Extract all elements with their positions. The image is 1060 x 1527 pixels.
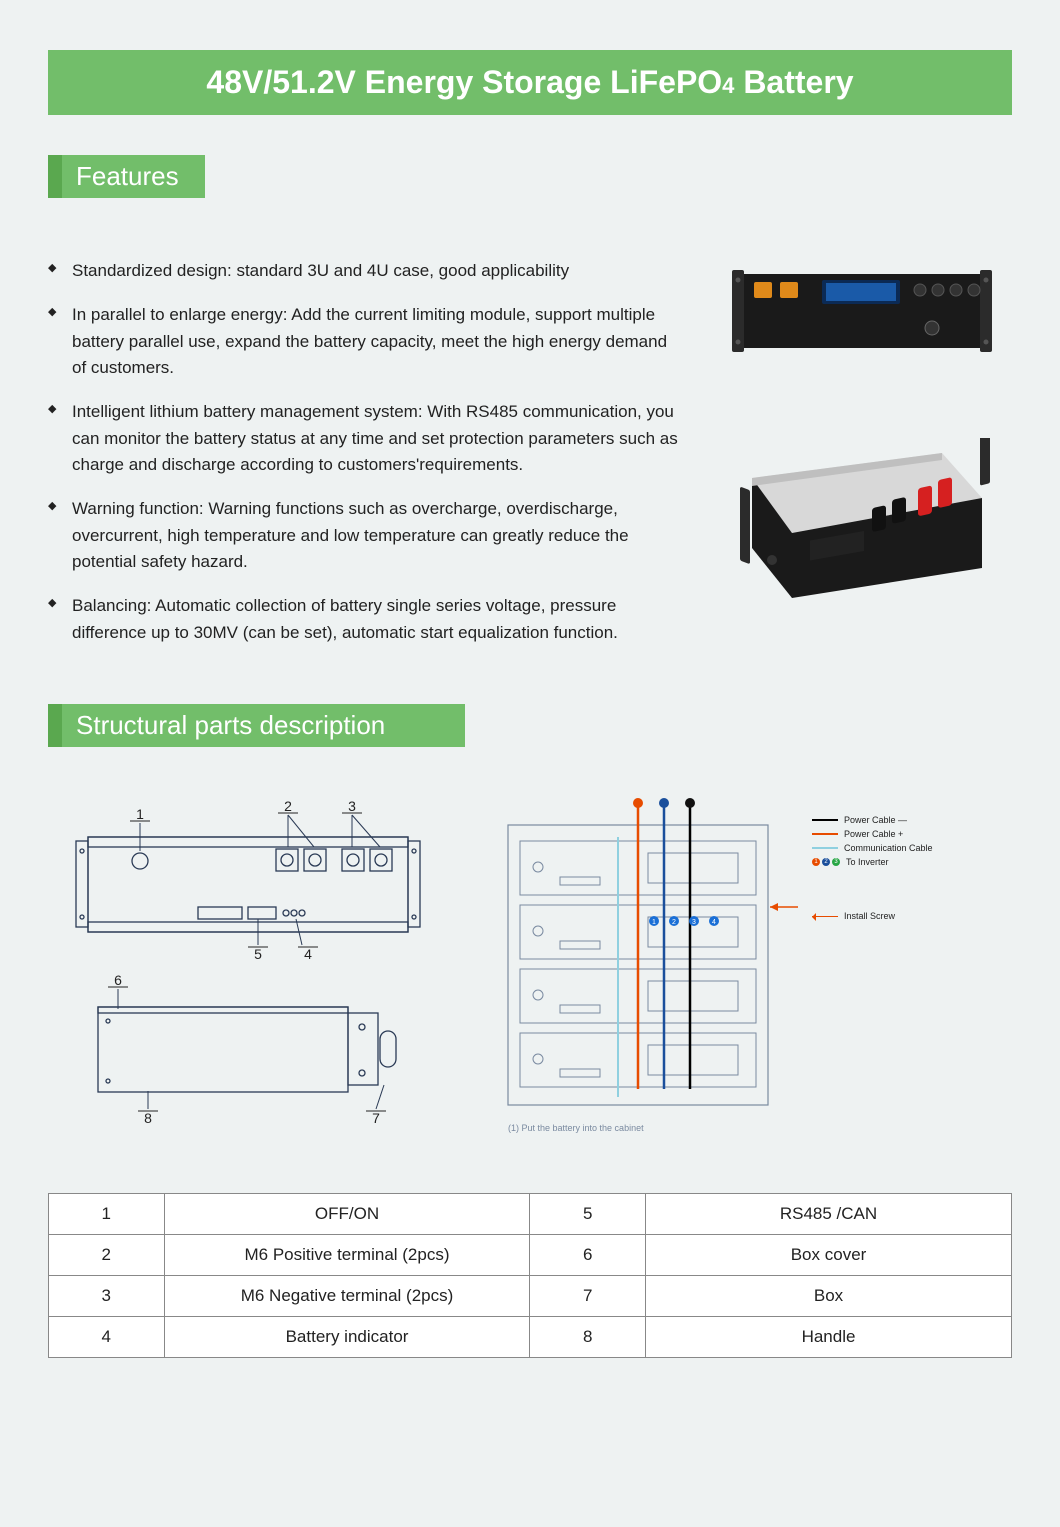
- page-title-banner: 48V/51.2V Energy Storage LiFePO4 Battery: [48, 50, 1012, 115]
- feature-item: Balancing: Automatic collection of batte…: [48, 593, 682, 646]
- title-text-pre: 48V/51.2V Energy Storage LiFePO: [206, 64, 722, 100]
- legend-row-power-minus: Power Cable —: [812, 815, 933, 825]
- part-number: 1: [49, 1194, 165, 1235]
- parts-description-table: 1 OFF/ON 5 RS485 /CAN 2 M6 Positive term…: [48, 1193, 1012, 1358]
- product-images-column: [712, 258, 1012, 664]
- part-desc: M6 Negative terminal (2pcs): [164, 1276, 530, 1317]
- product-image-front: [732, 268, 992, 358]
- table-row: 4 Battery indicator 8 Handle: [49, 1317, 1012, 1358]
- callout-num: 2: [284, 798, 292, 814]
- feature-item: Intelligent lithium battery management s…: [48, 399, 682, 478]
- feature-text: Warning function: Warning functions such…: [72, 499, 629, 571]
- part-number: 7: [530, 1276, 646, 1317]
- feature-text: Standardized design: standard 3U and 4U …: [72, 261, 569, 280]
- legend-label: Power Cable +: [844, 829, 903, 839]
- part-number: 8: [530, 1317, 646, 1358]
- cabinet-wiring-diagram: 1 2 3 4 Power Cable — Power Cable + Co: [498, 797, 1012, 1133]
- part-desc: Handle: [646, 1317, 1012, 1358]
- callout-num: 3: [348, 798, 356, 814]
- feature-text: Intelligent lithium battery management s…: [72, 402, 678, 474]
- table-row: 2 M6 Positive terminal (2pcs) 6 Box cove…: [49, 1235, 1012, 1276]
- legend-swatch-icon: [812, 847, 838, 849]
- legend-row-to-inverter: 1 2 3 To Inverter: [812, 857, 933, 867]
- callout-num: 7: [372, 1110, 380, 1126]
- feature-text: In parallel to enlarge energy: Add the c…: [72, 305, 667, 377]
- arrow-icon: [812, 916, 838, 917]
- diagram-footnote: (1) Put the battery into the cabinet: [508, 1123, 1012, 1133]
- features-section: Standardized design: standard 3U and 4U …: [48, 258, 1012, 664]
- part-number: 2: [49, 1235, 165, 1276]
- part-number: 3: [49, 1276, 165, 1317]
- table-row: 1 OFF/ON 5 RS485 /CAN: [49, 1194, 1012, 1235]
- feature-text: Balancing: Automatic collection of batte…: [72, 596, 618, 641]
- feature-item: Standardized design: standard 3U and 4U …: [48, 258, 682, 284]
- section-header-label: Structural parts description: [62, 704, 465, 747]
- part-desc: M6 Positive terminal (2pcs): [164, 1235, 530, 1276]
- svg-text:4: 4: [712, 919, 716, 926]
- callout-num: 1: [136, 806, 144, 822]
- legend-label: To Inverter: [846, 857, 889, 867]
- part-desc: Box cover: [646, 1235, 1012, 1276]
- title-subscript: 4: [722, 73, 734, 98]
- legend-dots-icon: 1 2 3: [812, 858, 840, 866]
- title-text-post: Battery: [734, 64, 853, 100]
- feature-item: In parallel to enlarge energy: Add the c…: [48, 302, 682, 381]
- svg-text:3: 3: [692, 919, 696, 926]
- table-row: 3 M6 Negative terminal (2pcs) 7 Box: [49, 1276, 1012, 1317]
- svg-text:1: 1: [652, 919, 656, 926]
- legend-label: Communication Cable: [844, 843, 933, 853]
- callout-num: 8: [144, 1110, 152, 1126]
- legend-row-comm: Communication Cable: [812, 843, 933, 853]
- part-number: 6: [530, 1235, 646, 1276]
- svg-text:2: 2: [672, 919, 676, 926]
- wiring-legend: Power Cable — Power Cable + Communicatio…: [812, 797, 933, 925]
- feature-item: Warning function: Warning functions such…: [48, 496, 682, 575]
- callout-num: 5: [254, 946, 262, 962]
- part-number: 5: [530, 1194, 646, 1235]
- product-image-perspective: [722, 438, 1002, 608]
- legend-row-install-screw: Install Screw: [812, 911, 933, 921]
- structural-diagrams-row: 1 2 3 5 4: [48, 797, 1012, 1133]
- part-number: 4: [49, 1317, 165, 1358]
- section-header-structural: Structural parts description: [48, 704, 1012, 747]
- legend-row-power-plus: Power Cable +: [812, 829, 933, 839]
- section-header-accent-bar: [48, 704, 62, 747]
- section-header-accent-bar: [48, 155, 62, 198]
- callout-num: 4: [304, 946, 312, 962]
- section-header-features: Features: [48, 155, 1012, 198]
- callout-num: 6: [114, 972, 122, 988]
- legend-label: Power Cable —: [844, 815, 907, 825]
- section-header-label: Features: [62, 155, 205, 198]
- features-list: Standardized design: standard 3U and 4U …: [48, 258, 682, 664]
- part-desc: OFF/ON: [164, 1194, 530, 1235]
- part-desc: RS485 /CAN: [646, 1194, 1012, 1235]
- legend-label: Install Screw: [844, 911, 895, 921]
- part-desc: Battery indicator: [164, 1317, 530, 1358]
- part-desc: Box: [646, 1276, 1012, 1317]
- structural-lineart-diagram: 1 2 3 5 4: [48, 797, 468, 1132]
- legend-swatch-icon: [812, 819, 838, 821]
- legend-swatch-icon: [812, 833, 838, 835]
